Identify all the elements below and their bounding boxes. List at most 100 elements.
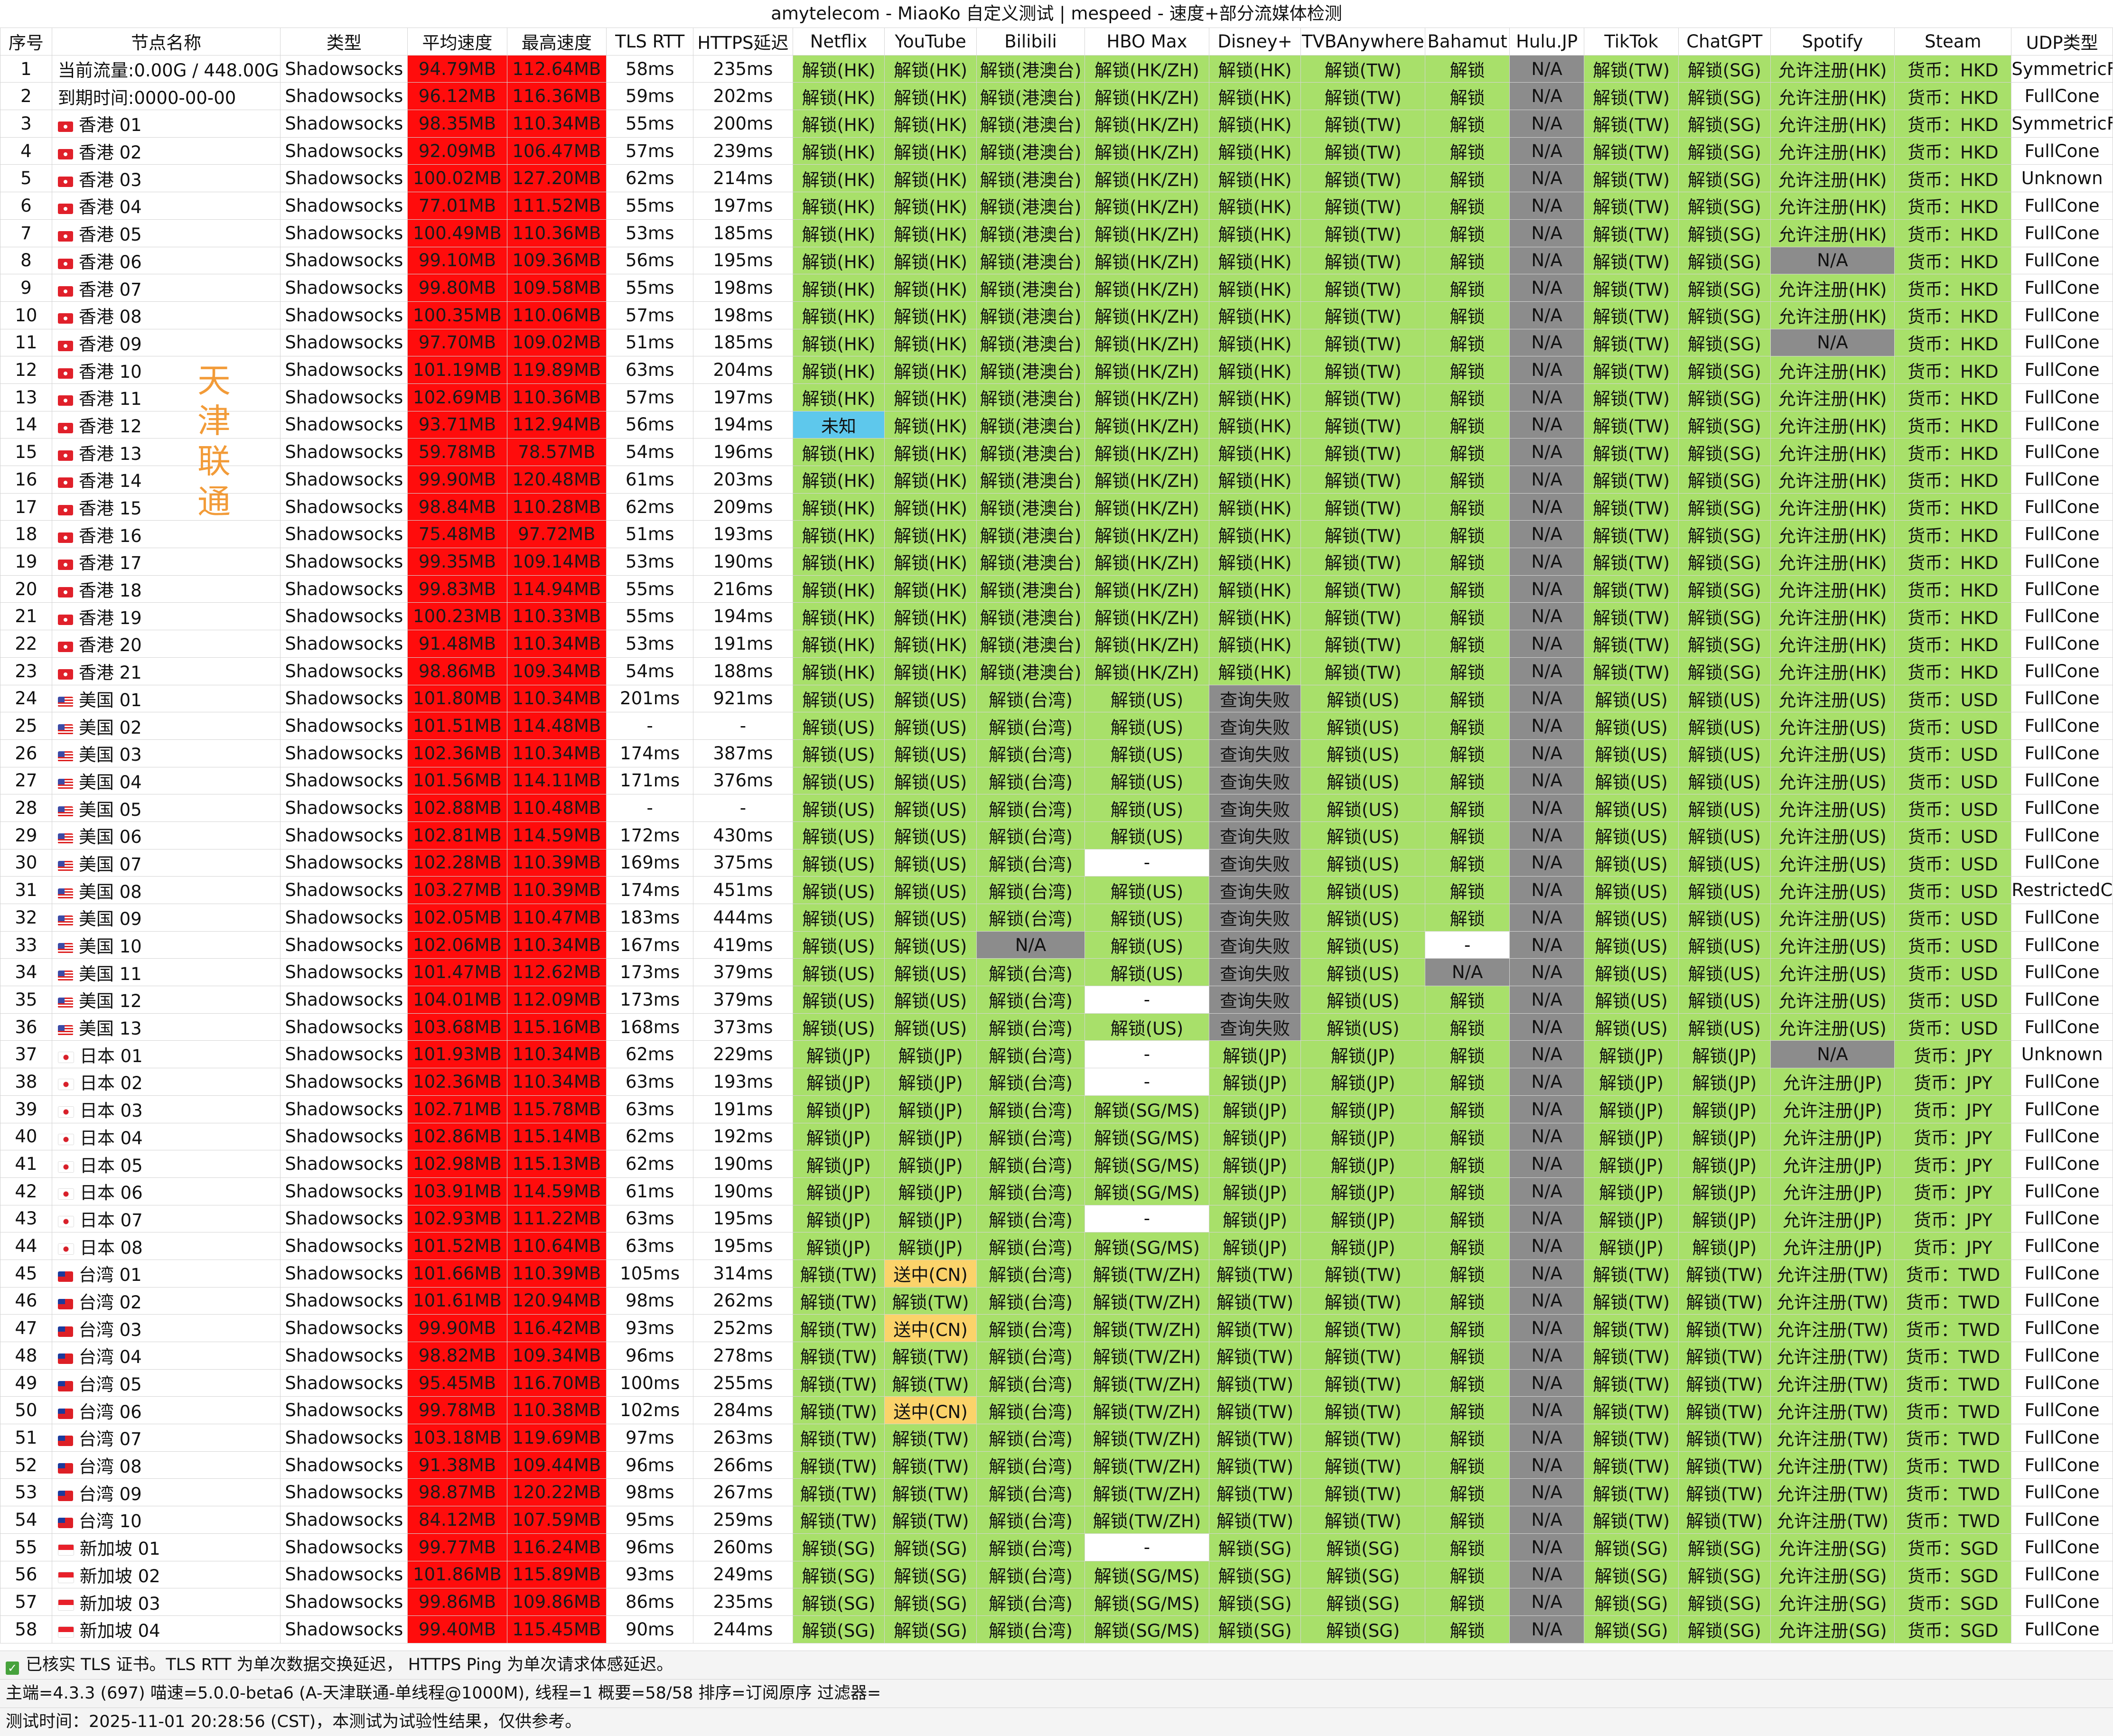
tiktok-status: 解锁(US) [1584,958,1679,987]
netflix-status: 解锁(HK) [792,356,885,384]
node-type: Shadowsocks [280,1013,408,1041]
max-speed: 114.59MB [506,821,607,849]
disney-status: 解锁(HK) [1208,575,1301,603]
tls-rtt: - [606,794,694,822]
youtube-status: 解锁(US) [884,712,977,740]
avg-speed: 101.51MB [407,712,507,740]
node-name-label: 台湾 08 [78,1456,142,1477]
hbo-status: 解锁(HK/ZH) [1085,466,1209,494]
spotify-status: 允许注册(HK) [1770,82,1895,111]
tvb-status: 解锁(US) [1300,684,1426,713]
row-index: 57 [0,1588,52,1616]
hulu-status: N/A [1509,1204,1585,1233]
udp-type: FullCone [2011,520,2113,549]
node-type: Shadowsocks [280,931,408,959]
youtube-status: 解锁(TW) [884,1369,977,1397]
steam-status: 货币：JPY [1894,1122,2012,1151]
hbo-status: 解锁(HK/ZH) [1085,192,1209,220]
bilibili-status: 解锁(台湾) [976,1095,1085,1123]
disney-status: 查询失败 [1208,849,1301,877]
steam-status: 货币：TWD [1894,1342,2012,1370]
bilibili-status: 解锁(台湾) [976,1259,1085,1288]
youtube-status: 解锁(TW) [884,1478,977,1507]
hbo-status: 解锁(HK/ZH) [1085,657,1209,685]
node-name-label: 台湾 03 [78,1319,142,1340]
node-type: Shadowsocks [280,1095,408,1123]
bahamut-status: 解锁 [1425,876,1510,904]
tls-rtt: 100ms [606,1369,694,1397]
udp-type: FullCone [2011,575,2113,603]
tvb-status: 解锁(TW) [1300,1451,1426,1479]
tls-rtt: 56ms [606,411,694,439]
disney-status: 解锁(HK) [1208,630,1301,658]
youtube-status: 解锁(TW) [884,1287,977,1315]
footer-line-1: 已核实 TLS 证书。TLS RTT 为单次数据交换延迟， HTTPS Ping… [26,1655,673,1674]
steam-status: 货币：HKD [1894,356,2012,384]
steam-status: 货币：JPY [1894,1040,2012,1069]
youtube-status: 解锁(HK) [884,493,977,521]
node-name: 新加坡 03 [51,1588,281,1616]
hbo-status: 解锁(HK/ZH) [1085,548,1209,576]
table-row: 16 香港 14 Shadowsocks 99.90MB 120.48MB 61ms 203… [0,466,2113,494]
bahamut-status: 解锁 [1425,1287,1510,1315]
spotify-status: 允许注册(TW) [1770,1342,1895,1370]
tvb-status: 解锁(TW) [1300,1424,1426,1452]
avg-speed: 102.98MB [407,1150,507,1178]
hulu-status: N/A [1509,520,1585,549]
chatgpt-status: 解锁(JP) [1678,1204,1771,1233]
bilibili-status: 解锁(台湾) [976,876,1085,904]
hbo-status: 解锁(HK/ZH) [1085,55,1209,83]
bahamut-status: 解锁 [1425,493,1510,521]
row-index: 28 [0,794,52,822]
tvb-status: 解锁(TW) [1300,602,1426,631]
spotify-status: N/A [1770,328,1895,357]
table-row: 52 台湾 08 Shadowsocks 91.38MB 109.44MB 96ms 266… [0,1451,2113,1479]
flag-tw-icon [57,1353,73,1364]
bahamut-status: 解锁 [1425,1314,1510,1342]
avg-speed: 101.61MB [407,1287,507,1315]
flag-tw-icon [57,1326,73,1337]
tvb-status: 解锁(TW) [1300,192,1426,220]
tvb-status: 解锁(US) [1300,876,1426,904]
udp-type: FullCone [2011,739,2113,767]
steam-status: 货币：HKD [1894,411,2012,439]
hbo-status: 解锁(US) [1085,1013,1209,1041]
hulu-status: N/A [1509,1369,1585,1397]
disney-status: 解锁(TW) [1208,1396,1301,1425]
footer: ✓ 已核实 TLS 证书。TLS RTT 为单次数据交换延迟， HTTPS Pin… [0,1651,2113,1736]
max-speed: 112.94MB [506,411,607,439]
disney-status: 查询失败 [1208,1013,1301,1041]
avg-speed: 99.86MB [407,1588,507,1616]
bilibili-status: 解锁(台湾) [976,1013,1085,1041]
netflix-status: 解锁(TW) [792,1424,885,1452]
table-row: 11 香港 09 Shadowsocks 97.70MB 109.02MB 51ms 185… [0,328,2113,357]
row-index: 45 [0,1259,52,1288]
avg-speed: 84.12MB [407,1506,507,1534]
flag-us-icon [57,970,73,981]
flag-jp-icon [57,1243,74,1255]
bahamut-status: 解锁 [1425,1177,1510,1205]
tvb-status: 解锁(TW) [1300,1342,1426,1370]
max-speed: 114.48MB [506,712,607,740]
flag-hk-icon [57,231,73,242]
node-name-label: 美国 09 [78,909,142,930]
youtube-status: 解锁(HK) [884,137,977,165]
table-row: 42 日本 06 Shadowsocks 103.91MB 114.59MB 61ms 19… [0,1177,2113,1205]
column-header: TikTok [1584,28,1679,56]
netflix-status: 解锁(HK) [792,301,885,329]
node-type: Shadowsocks [280,1560,408,1589]
chatgpt-status: 解锁(SG) [1678,356,1771,384]
udp-type: FullCone [2011,849,2113,877]
avg-speed: 101.93MB [407,1040,507,1069]
hulu-status: N/A [1509,137,1585,165]
max-speed: 120.22MB [506,1478,607,1507]
row-index: 23 [0,657,52,685]
tls-rtt: 93ms [606,1560,694,1589]
max-speed: 110.39MB [506,1259,607,1288]
bilibili-status: 解锁(台湾) [976,1314,1085,1342]
node-name: 台湾 10 [51,1506,281,1534]
youtube-status: 解锁(HK) [884,575,977,603]
steam-status: 货币：USD [1894,849,2012,877]
tvb-status: 解锁(TW) [1300,438,1426,466]
bahamut-status: 解锁 [1425,1369,1510,1397]
